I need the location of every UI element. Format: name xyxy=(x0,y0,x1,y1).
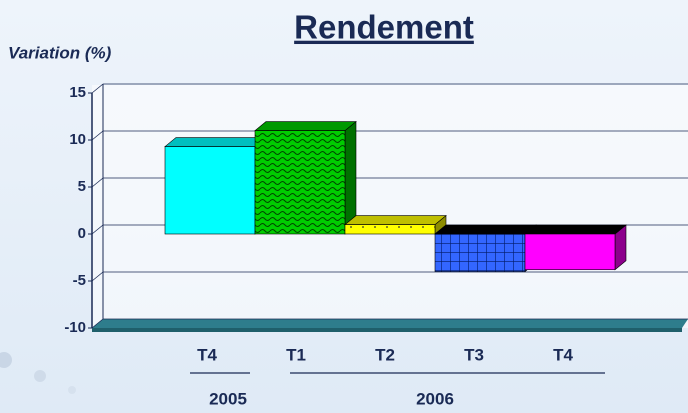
x-tick-label: T1 xyxy=(286,345,306,364)
group-label: 2005 xyxy=(209,389,247,408)
y-tick-label: 5 xyxy=(78,178,86,195)
bar-top xyxy=(524,224,627,235)
x-tick-label: T4 xyxy=(197,345,217,364)
y-tick-label: -5 xyxy=(73,272,86,289)
bar xyxy=(344,224,436,235)
bar-top xyxy=(344,215,447,225)
bar-top xyxy=(434,224,537,235)
group-label: 2006 xyxy=(416,389,454,408)
bar xyxy=(254,130,346,235)
chart-title: Rendement xyxy=(294,9,474,46)
bar xyxy=(434,233,526,272)
x-tick-label: T3 xyxy=(464,345,484,364)
y-tick-label: 15 xyxy=(69,84,86,101)
grid-line xyxy=(91,130,104,141)
y-tick-label: 0 xyxy=(78,225,86,242)
decoration xyxy=(0,352,12,368)
y-tick-label: -10 xyxy=(64,319,86,336)
bar xyxy=(524,233,616,271)
bar-top xyxy=(164,137,267,147)
floor-front xyxy=(92,328,682,332)
bar xyxy=(164,146,256,235)
floor xyxy=(92,319,688,328)
grid-line xyxy=(91,177,104,188)
y-tick-label: 10 xyxy=(69,131,86,148)
grid-line xyxy=(91,83,104,94)
decoration xyxy=(68,386,76,394)
bar-top xyxy=(254,121,357,131)
decoration xyxy=(34,370,46,382)
grid-line xyxy=(91,224,104,235)
grid-line xyxy=(91,271,104,282)
x-tick-label: T4 xyxy=(553,345,573,364)
x-tick-label: T2 xyxy=(375,345,395,364)
y-axis-label: Variation (%) xyxy=(8,43,112,62)
grid-line xyxy=(91,318,104,329)
